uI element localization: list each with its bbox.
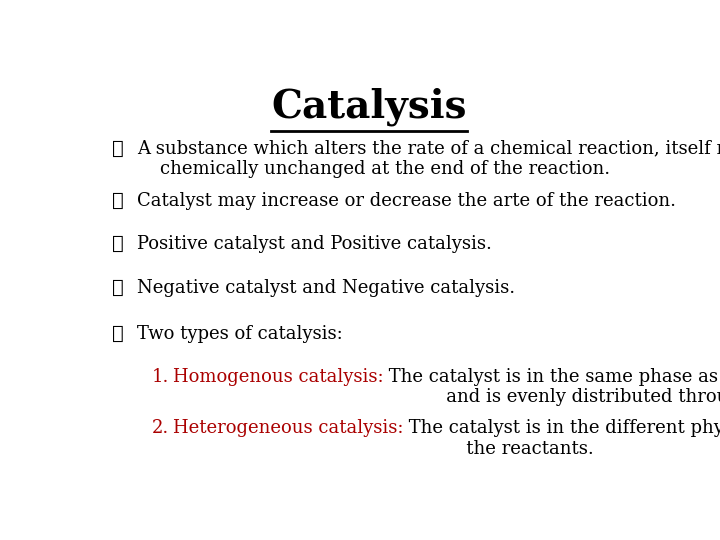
Text: The catalyst is in the same phase as the reactants
           and is evenly dist: The catalyst is in the same phase as the… (383, 368, 720, 406)
Text: The catalyst is in the different physical phase as
           the reactants.: The catalyst is in the different physica… (403, 419, 720, 458)
Text: ❖: ❖ (112, 192, 124, 210)
Text: Heterogeneous catalysis:: Heterogeneous catalysis: (173, 419, 403, 437)
Text: 2.: 2. (151, 419, 168, 437)
Text: ❖: ❖ (112, 140, 124, 158)
Text: Homogenous catalysis:: Homogenous catalysis: (173, 368, 383, 386)
Text: ❖: ❖ (112, 235, 124, 253)
Text: Two types of catalysis:: Two types of catalysis: (138, 325, 343, 343)
Text: 1.: 1. (151, 368, 168, 386)
Text: ❖: ❖ (112, 325, 124, 343)
Text: Catalyst may increase or decrease the arte of the reaction.: Catalyst may increase or decrease the ar… (138, 192, 676, 210)
Text: Positive catalyst and Positive catalysis.: Positive catalyst and Positive catalysis… (138, 235, 492, 253)
Text: A substance which alters the rate of a chemical reaction, itself remaining
    c: A substance which alters the rate of a c… (138, 140, 720, 178)
Text: Catalysis: Catalysis (271, 87, 467, 126)
Text: ❖: ❖ (112, 279, 124, 297)
Text: Negative catalyst and Negative catalysis.: Negative catalyst and Negative catalysis… (138, 279, 516, 297)
